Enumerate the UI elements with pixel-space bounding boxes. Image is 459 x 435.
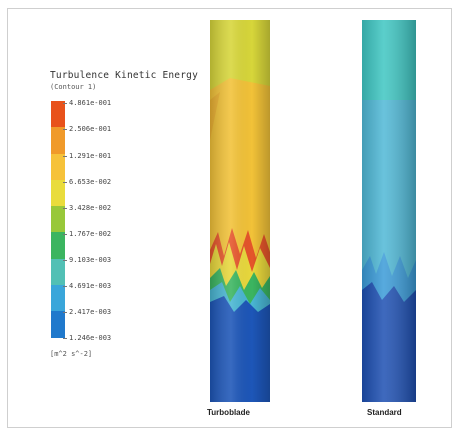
color-swatch [51,179,65,207]
standard-cylinder [362,20,416,402]
scale-tick-label: 3.428e-002 [62,204,112,212]
scale-tick-label: 6.653e-002 [62,178,112,186]
color-swatch [51,311,65,338]
scale-tick-label: 4.691e-003 [62,282,112,290]
color-scale-bar [51,101,65,338]
standard-caption: Standard [367,408,402,417]
units-label: [m^2 s^-2] [50,350,93,358]
turboblade-caption: Turboblade [207,408,250,417]
scale-tick-label: 4.861e-001 [62,99,112,107]
legend-subtitle: (Contour 1) [50,83,97,91]
color-swatch [51,258,65,286]
scale-tick-label: 1.246e-003 [62,334,112,342]
scale-tick-label: 1.767e-002 [62,230,112,238]
scale-tick-label: 9.103e-003 [62,256,112,264]
scale-tick-label: 1.291e-001 [62,152,112,160]
legend-title: Turbulence Kinetic Energy [50,70,198,81]
color-swatch [51,206,65,233]
turboblade-cylinder [210,20,270,402]
color-swatch [51,285,65,312]
color-swatch [51,101,65,128]
color-swatch [51,127,65,154]
color-swatch [51,153,65,180]
scale-tick-label: 2.506e-001 [62,125,112,133]
color-swatch [51,232,65,259]
scale-tick-label: 2.417e-003 [62,308,112,316]
